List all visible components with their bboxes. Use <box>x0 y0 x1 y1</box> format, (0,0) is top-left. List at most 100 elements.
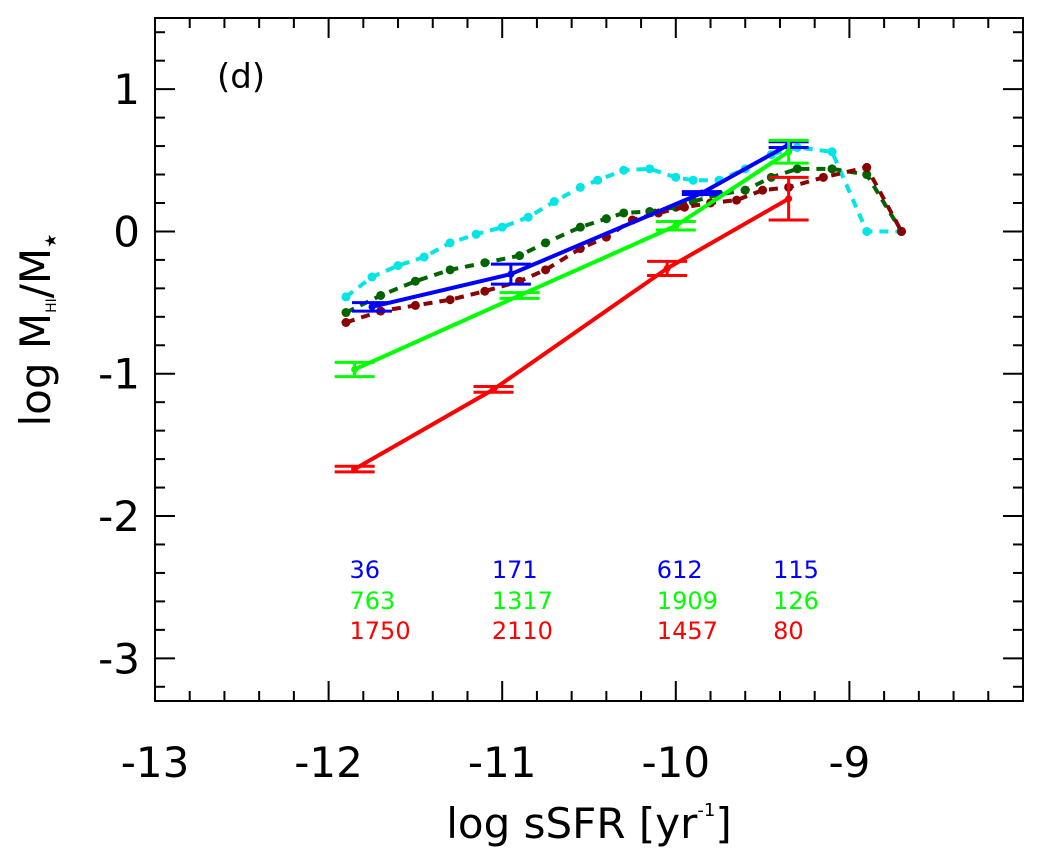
count-label: 36 <box>350 556 381 584</box>
data-point <box>497 222 507 232</box>
data-point <box>549 197 559 207</box>
error-bar <box>473 385 514 394</box>
error-bar <box>768 138 809 165</box>
data-point <box>376 290 386 300</box>
error-bar <box>352 301 392 313</box>
data-point <box>758 185 768 195</box>
axis-tick-labels: -13 -12 -11 -10 -9-3-2-101 <box>98 65 870 787</box>
x-axis-title: log sSFR [yr-1] <box>446 799 731 848</box>
data-point <box>862 226 872 236</box>
x-tick-label: -10 <box>641 738 710 787</box>
data-point <box>827 147 837 157</box>
y-tick-label: -3 <box>98 634 140 683</box>
data-point <box>445 265 455 275</box>
data-point <box>575 182 585 192</box>
data-point <box>516 291 524 299</box>
data-point <box>351 365 359 373</box>
plot-frame <box>154 17 1024 702</box>
data-point <box>341 308 351 318</box>
y-axis-title-sub2: ★ <box>41 233 60 247</box>
series-line <box>353 196 790 471</box>
data-point <box>818 172 828 182</box>
error-bar <box>647 259 688 278</box>
data-point <box>575 222 585 232</box>
error-bar <box>655 219 696 232</box>
y-tick-label: 1 <box>113 65 140 114</box>
data-point <box>367 272 377 282</box>
x-tick-label: -9 <box>828 738 870 787</box>
count-labels: 36 171 612 115 763 1317 1909 126 1750 2110 1457 80 <box>350 556 819 645</box>
data-point <box>471 229 481 239</box>
data-point <box>663 264 671 272</box>
series-layer <box>334 138 906 474</box>
data-point <box>445 295 455 305</box>
data-point <box>862 170 872 180</box>
data-point <box>688 175 698 185</box>
count-label: 1317 <box>492 587 553 615</box>
data-point <box>515 251 525 261</box>
error-bar <box>334 464 375 474</box>
data-point <box>671 172 681 182</box>
data-point <box>896 226 906 236</box>
data-point <box>541 265 551 275</box>
panel-label: (d) <box>217 57 265 97</box>
x-tick-label: -12 <box>294 738 363 787</box>
count-label: 80 <box>773 617 804 645</box>
count-label: 115 <box>773 556 819 584</box>
data-point <box>645 164 655 174</box>
series-2 <box>341 162 906 328</box>
y-tick-label: -2 <box>98 492 140 541</box>
error-bar <box>681 189 722 197</box>
data-point <box>827 164 837 174</box>
data-point <box>732 195 742 205</box>
series-line <box>371 142 790 309</box>
data-point <box>480 258 490 268</box>
count-label: 126 <box>773 587 819 615</box>
series-4 <box>334 138 809 379</box>
data-point <box>410 276 420 286</box>
data-point <box>792 164 802 174</box>
series-line <box>345 166 904 315</box>
data-point <box>619 165 629 175</box>
count-label: 612 <box>657 556 703 584</box>
count-label: 1457 <box>657 617 718 645</box>
data-point <box>480 286 490 296</box>
series-line <box>344 145 902 299</box>
data-point <box>410 300 420 310</box>
data-point <box>862 162 872 172</box>
data-point <box>541 238 551 248</box>
series-line <box>353 150 790 372</box>
error-bar <box>334 360 375 379</box>
data-point <box>601 214 611 224</box>
x-tick-label: -13 <box>121 738 190 787</box>
data-point <box>672 222 680 230</box>
data-point <box>740 185 750 195</box>
count-label: 1750 <box>350 617 411 645</box>
data-point <box>419 252 429 262</box>
axis-ticks <box>154 18 1024 701</box>
data-point <box>785 195 793 203</box>
x-tick-label: -11 <box>468 738 537 787</box>
count-label: 2110 <box>492 617 553 645</box>
error-bar <box>490 262 531 286</box>
count-label: 171 <box>492 556 538 584</box>
data-point <box>619 208 629 218</box>
data-point <box>393 261 403 271</box>
count-label: 1909 <box>657 587 718 615</box>
data-point <box>351 465 359 473</box>
series-0 <box>341 142 906 302</box>
data-point <box>698 189 706 197</box>
data-point <box>785 148 793 156</box>
data-point <box>341 318 351 328</box>
data-point <box>507 270 515 278</box>
data-point <box>341 292 351 302</box>
count-label: 763 <box>350 587 396 615</box>
data-point <box>523 212 533 222</box>
data-point <box>445 238 455 248</box>
y-axis-title-sub: HI <box>44 298 60 313</box>
y-tick-label: 0 <box>113 207 140 256</box>
error-bar <box>499 291 540 300</box>
x-axis-title-sup: -1 <box>697 800 715 821</box>
data-point <box>490 385 498 393</box>
